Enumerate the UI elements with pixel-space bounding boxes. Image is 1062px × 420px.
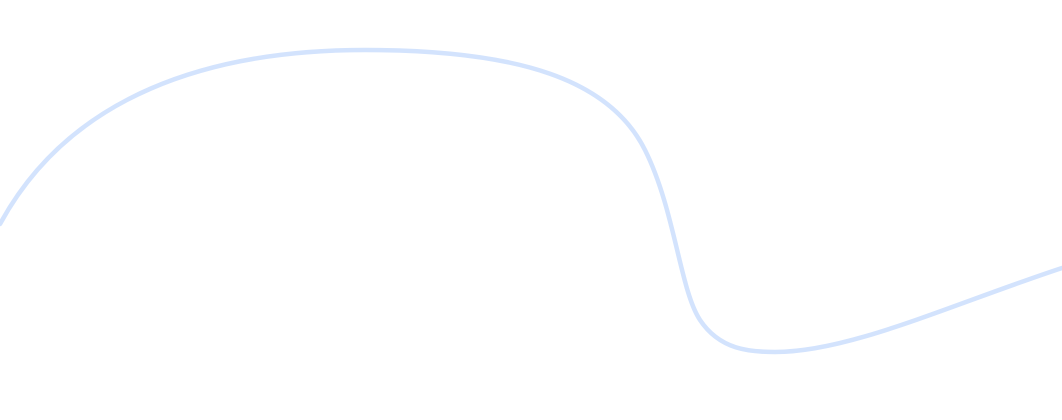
decorative-wave-curve xyxy=(0,47,1062,355)
